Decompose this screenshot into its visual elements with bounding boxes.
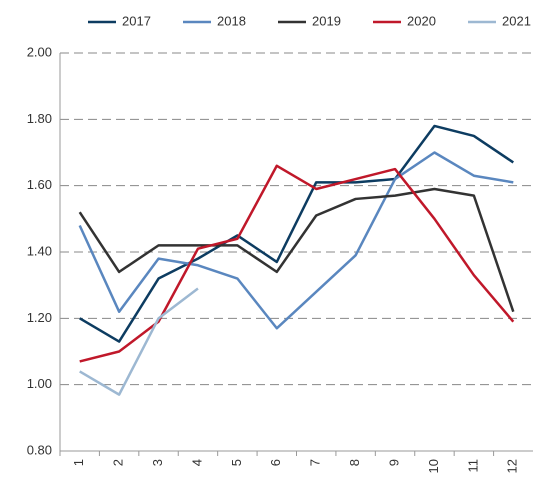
y-tick-label: 1.40 xyxy=(27,243,52,258)
legend-label: 2017 xyxy=(122,13,151,28)
x-tick-label: 2 xyxy=(111,459,126,466)
y-tick-label: 0.80 xyxy=(27,442,52,457)
x-tick-label: 6 xyxy=(268,459,283,466)
series-line xyxy=(78,151,514,330)
series-line xyxy=(79,287,199,396)
legend-label: 2021 xyxy=(502,13,531,28)
y-tick-label: 1.60 xyxy=(27,177,52,192)
series-line xyxy=(79,124,514,343)
x-tick-label: 12 xyxy=(505,459,520,473)
legend-label: 2020 xyxy=(407,13,436,28)
y-tick-label: 1.20 xyxy=(27,310,52,325)
x-tick-label: 3 xyxy=(150,459,165,466)
x-tick-label: 1 xyxy=(71,459,86,466)
x-tick-label: 11 xyxy=(465,459,480,473)
series-line xyxy=(79,164,515,363)
x-tick-label: 4 xyxy=(189,459,204,466)
x-tick-label: 8 xyxy=(347,459,362,466)
series-line xyxy=(78,187,515,313)
y-tick-label: 1.00 xyxy=(27,376,52,391)
y-tick-label: 1.80 xyxy=(27,111,52,126)
x-tick-label: 10 xyxy=(426,459,441,473)
x-tick-label: 5 xyxy=(229,459,244,466)
legend-label: 2018 xyxy=(217,13,246,28)
x-tick-label: 7 xyxy=(308,459,323,466)
legend-label: 2019 xyxy=(312,13,341,28)
y-tick-label: 2.00 xyxy=(27,44,52,59)
x-tick-label: 9 xyxy=(386,459,401,466)
